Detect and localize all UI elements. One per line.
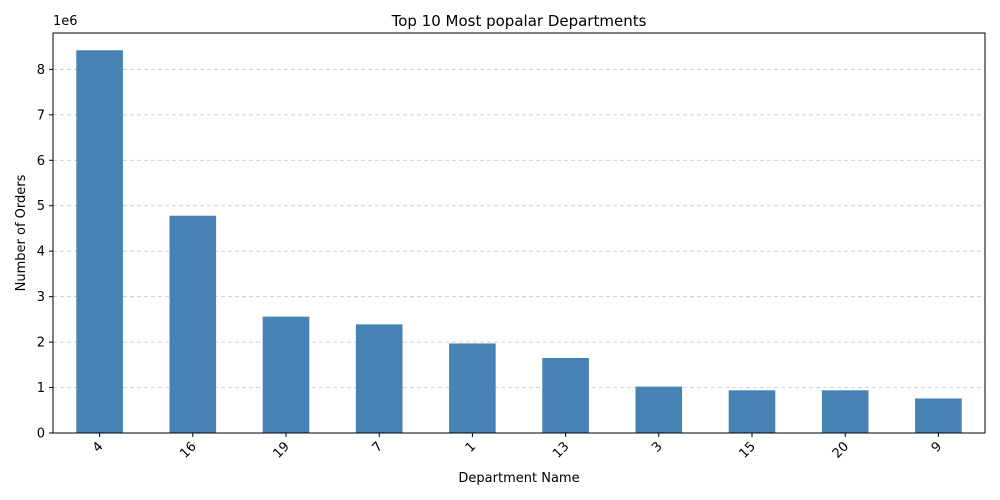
y-tick-label: 6 — [37, 154, 45, 169]
bar-13 — [542, 358, 589, 433]
y-tick-label: 5 — [37, 199, 45, 214]
y-tick-label: 0 — [37, 427, 45, 442]
bars — [76, 50, 962, 433]
bar-7 — [355, 324, 403, 433]
x-tick-label: 20 — [830, 439, 852, 461]
x-tick-label: 1 — [463, 439, 479, 455]
y-axis-ticks: 0 1 2 3 4 5 6 7 8 — [37, 63, 53, 442]
x-tick-label: 19 — [271, 439, 293, 461]
x-tick-label: 9 — [929, 439, 945, 455]
y-tick-label: 2 — [37, 336, 45, 351]
x-tick-label: 15 — [737, 439, 759, 461]
x-tick-label: 7 — [370, 439, 386, 455]
bar-15 — [728, 390, 776, 433]
bar-19 — [262, 316, 310, 433]
y-tick-label: 8 — [37, 63, 45, 78]
x-axis-ticks: 4 16 19 7 1 13 3 15 20 9 — [90, 433, 945, 462]
y-tick-label: 4 — [37, 245, 45, 260]
y-axis-multiplier: 1e6 — [53, 14, 78, 29]
bar-4 — [76, 50, 123, 433]
chart-title: Top 10 Most popalar Departments — [391, 12, 647, 30]
x-tick-label: 4 — [90, 439, 106, 455]
y-tick-label: 3 — [37, 290, 45, 305]
x-tick-label: 16 — [177, 439, 199, 461]
bar-9 — [915, 398, 962, 433]
bar-3 — [635, 386, 683, 433]
bar-1 — [449, 343, 496, 433]
bar-16 — [169, 215, 217, 433]
x-tick-label: 3 — [649, 439, 665, 455]
y-tick-label: 1 — [37, 381, 45, 396]
y-tick-label: 7 — [37, 108, 45, 123]
plot-frame — [52, 32, 986, 434]
x-axis-label: Department Name — [458, 471, 579, 486]
y-axis-label: Number of Orders — [14, 174, 29, 291]
x-tick-label: 13 — [550, 439, 572, 461]
bar-20 — [821, 390, 869, 433]
